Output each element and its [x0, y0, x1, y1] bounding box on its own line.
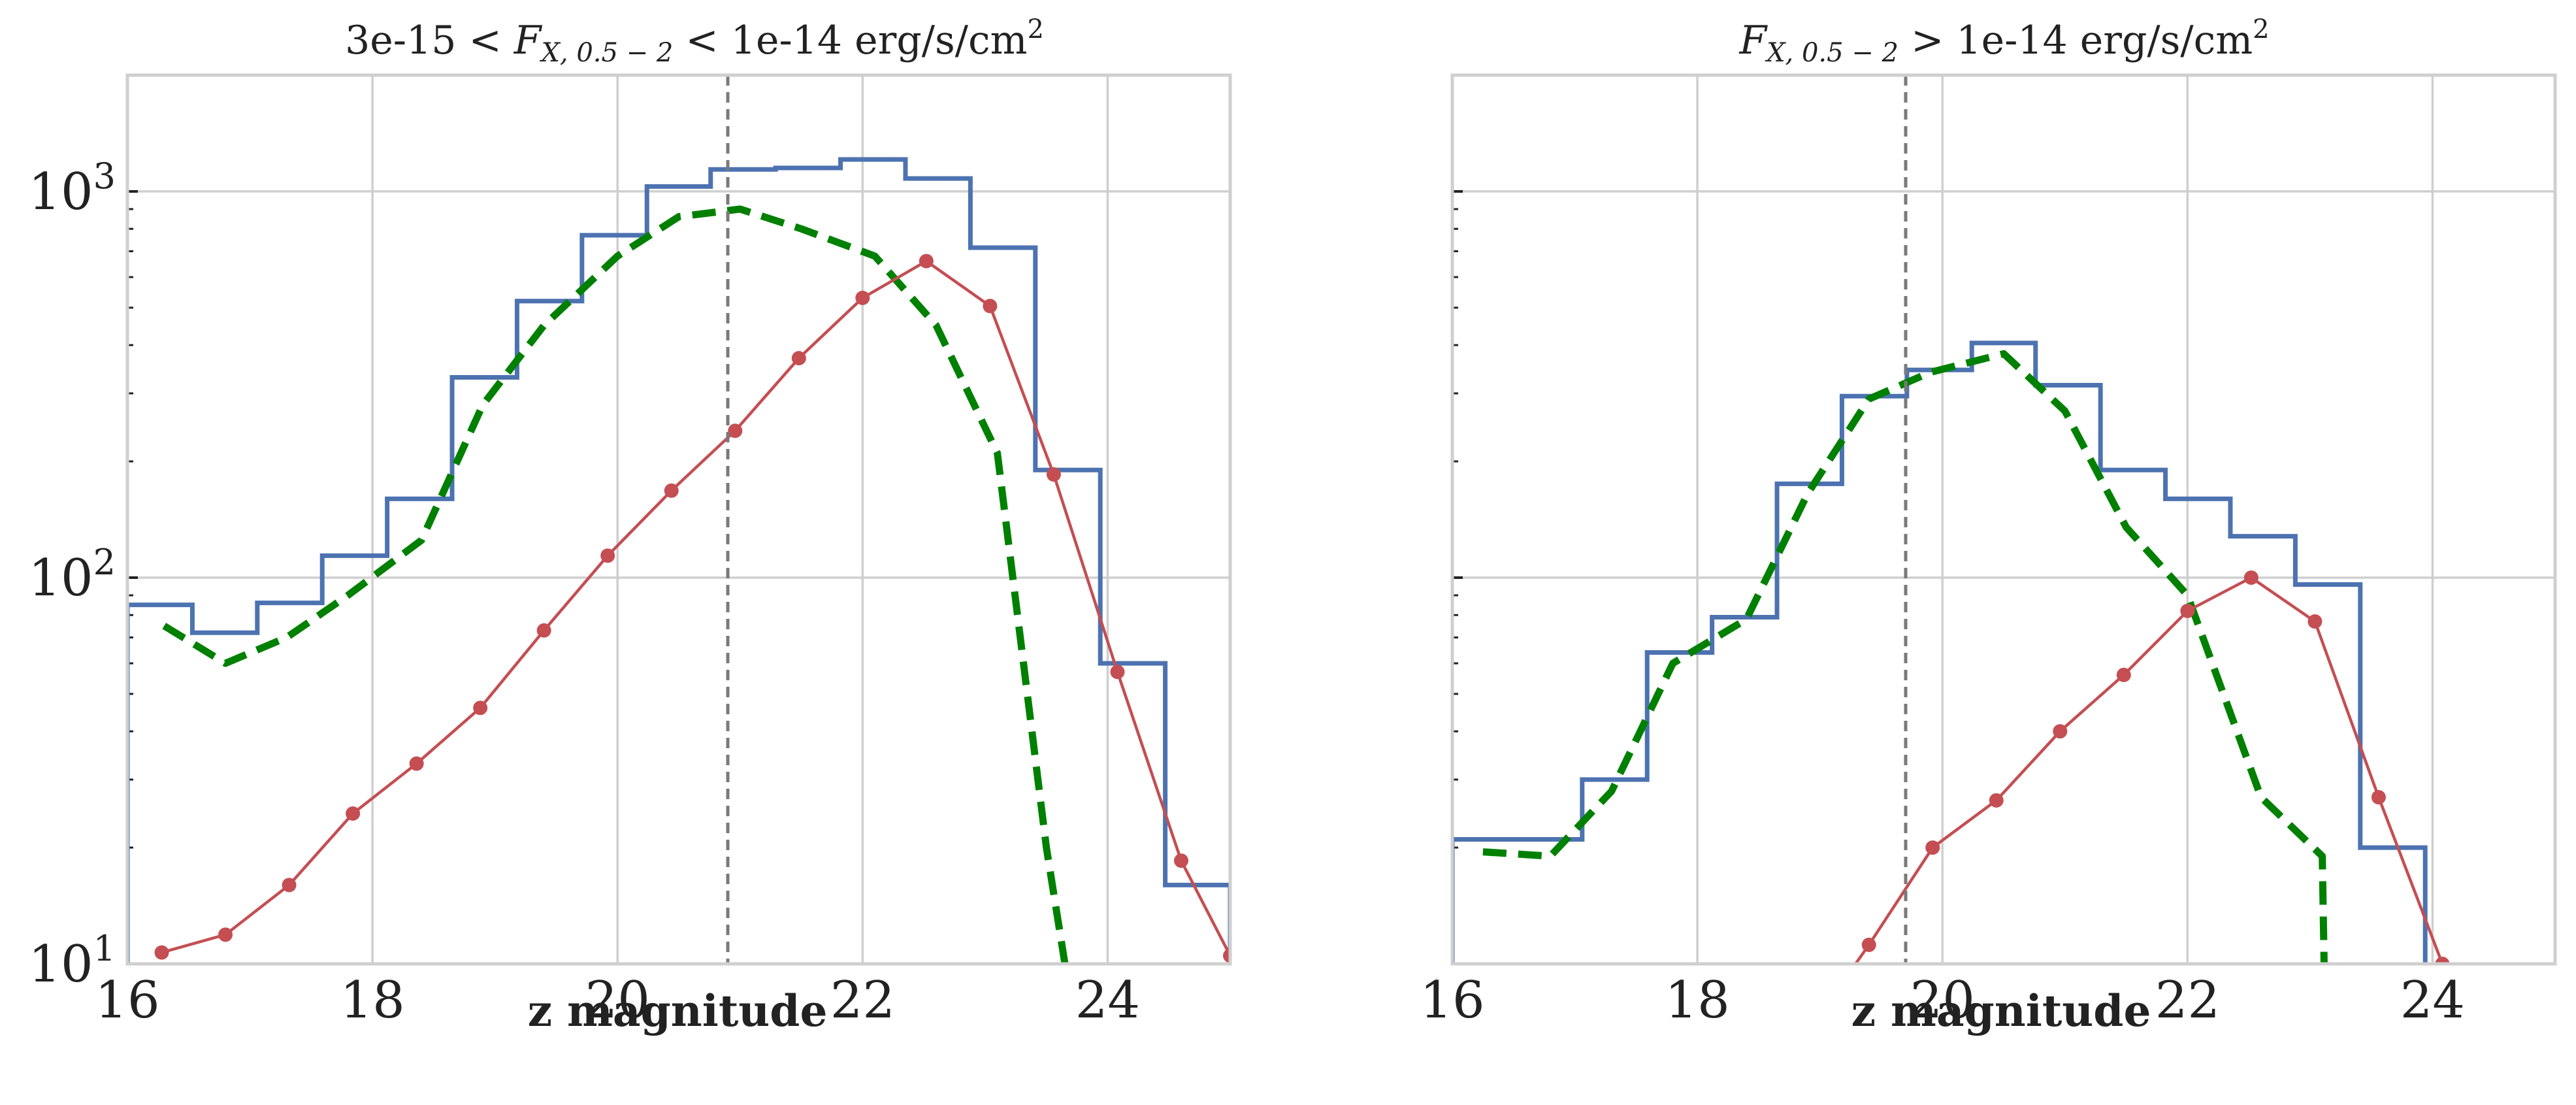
- x-tick-label: 16: [1420, 971, 1484, 1030]
- data-point: [2180, 603, 2195, 618]
- data-point: [2371, 790, 2386, 805]
- x-tick-label: 22: [830, 971, 895, 1030]
- data-point: [855, 290, 870, 305]
- data-point: [536, 623, 551, 638]
- data-point: [1223, 948, 1230, 963]
- x-tick-labels: 16 18 20 22 24: [1420, 971, 2465, 1030]
- data-point: [600, 548, 615, 563]
- y-tick-label: 102: [28, 542, 116, 608]
- x-tick-label: 24: [2400, 971, 2465, 1030]
- panel-title: 3e-15 < FX, 0.5 − 2 < 1e-14 erg/s/cm2: [345, 14, 1044, 68]
- x-axis-label: z magnitude: [528, 985, 828, 1036]
- data-point: [2243, 570, 2258, 585]
- x-tick-label: 18: [340, 971, 404, 1030]
- x-tick-label: 22: [2155, 971, 2220, 1030]
- plot-area: [127, 75, 1230, 964]
- x-tick-label: 18: [1665, 971, 1729, 1030]
- x-tick-label: 20: [585, 971, 650, 1030]
- marker-model-line: [161, 259, 1230, 957]
- data-point: [2116, 667, 2131, 682]
- axes-frame: [125, 73, 1232, 966]
- data-point: [409, 756, 424, 771]
- data-point: [1861, 937, 1876, 952]
- data-point: [2053, 724, 2068, 739]
- right-panel: FX, 0.5 − 2 > 1e-14 erg/s/cm2 16 18 20 22 24…: [1420, 14, 2557, 1036]
- data-point: [983, 299, 998, 314]
- data-point: [791, 351, 806, 366]
- dashed-model-line: [162, 205, 1069, 964]
- data-point: [919, 254, 934, 269]
- histogram-step-line: [127, 157, 1230, 964]
- data-point: [1110, 665, 1125, 680]
- x-tick-label: 24: [1075, 971, 1140, 1030]
- data-point: [218, 927, 233, 942]
- data-point: [154, 945, 169, 960]
- data-point: [346, 806, 361, 821]
- x-tick-labels: 16 18 20 22 24: [95, 971, 1140, 1030]
- data-point: [2307, 614, 2323, 629]
- data-point: [1925, 840, 1940, 855]
- data-point: [1173, 853, 1188, 868]
- left-panel: 3e-15 < FX, 0.5 − 2 < 1e-14 erg/s/cm2 16…: [28, 14, 1232, 1036]
- data-point: [1046, 467, 1061, 482]
- panel-title: FX, 0.5 − 2 > 1e-14 erg/s/cm2: [1738, 14, 2269, 68]
- x-tick-label: 20: [1910, 971, 1975, 1030]
- axes-frame: [1450, 73, 2557, 966]
- x-tick-label: 16: [95, 971, 159, 1030]
- plot-area: [1452, 75, 2450, 964]
- data-point: [1989, 793, 2004, 808]
- histogram-step-line: [1452, 340, 2428, 964]
- y-tick-labels: 101 102 103: [28, 156, 116, 994]
- y-tick-label: 101: [28, 928, 116, 994]
- data-point: [728, 423, 743, 438]
- data-point: [2435, 957, 2450, 964]
- data-point: [664, 483, 679, 498]
- y-tick-label: 103: [28, 156, 116, 222]
- data-point: [282, 878, 297, 893]
- x-axis-label: z magnitude: [1851, 985, 2151, 1036]
- data-point: [473, 701, 488, 716]
